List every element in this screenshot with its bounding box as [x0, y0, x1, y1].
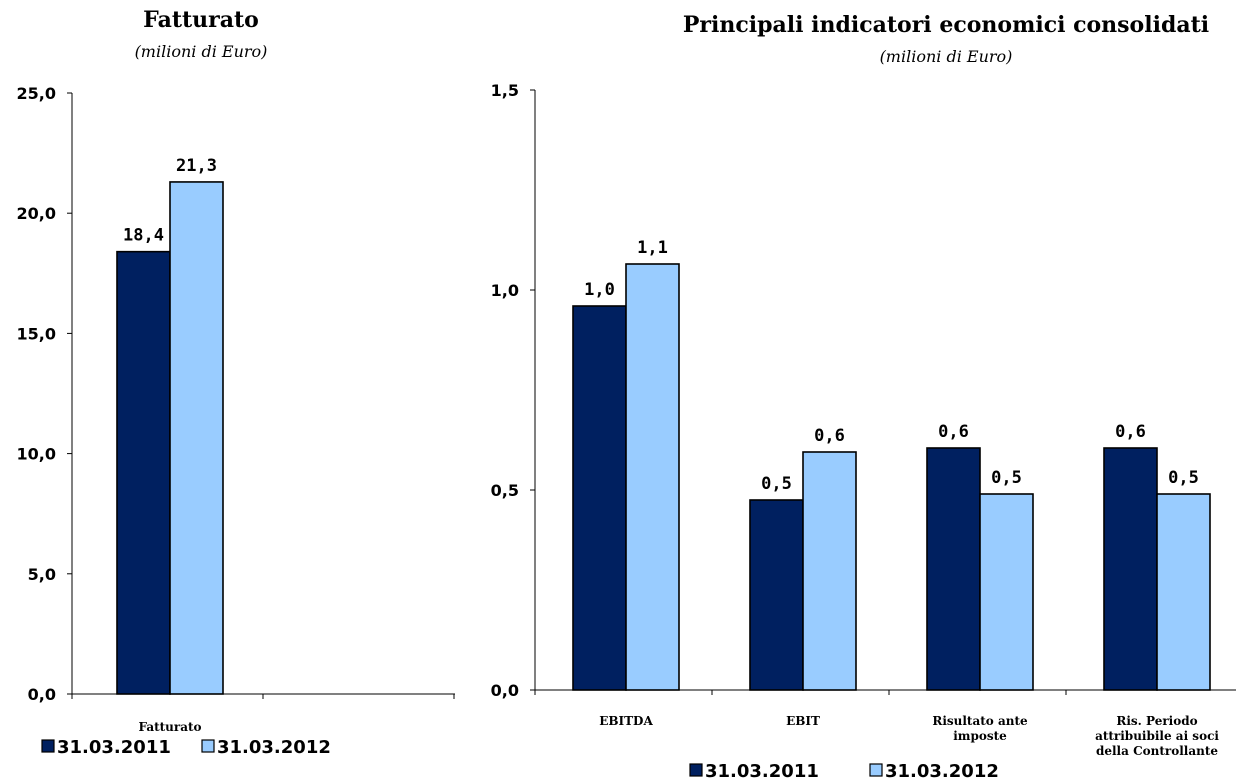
- y-tick-label: 0,5: [491, 481, 519, 500]
- bar-31-03-2011: [1103, 447, 1158, 691]
- legend-swatch: [869, 763, 883, 777]
- x-category-label: imposte: [953, 729, 1007, 743]
- legend: 31.03.2011 31.03.2012: [689, 761, 999, 782]
- y-tick-label: 5,0: [28, 565, 56, 584]
- data-label: 0,5: [761, 474, 792, 494]
- data-label: 0,6: [814, 426, 845, 446]
- y-tick-label: 25,0: [17, 84, 56, 103]
- chart-subtitle: (milioni di Euro): [135, 42, 268, 61]
- data-label: 18,4: [123, 226, 164, 246]
- y-tick-label: 15,0: [17, 324, 56, 343]
- data-label: 0,6: [938, 422, 969, 442]
- y-tick-label: 1,0: [491, 281, 519, 300]
- x-category-label: Fatturato: [138, 720, 201, 734]
- data-label: 1,0: [584, 280, 615, 300]
- bar-31-03-2012: [802, 451, 857, 691]
- data-label: 0,6: [1115, 422, 1146, 442]
- x-category-label: della Controllante: [1096, 744, 1218, 758]
- legend-swatch: [201, 739, 215, 753]
- legend-label: 31.03.2011: [57, 737, 171, 758]
- data-label: 0,5: [1168, 468, 1199, 488]
- y-tick-label: 1,5: [491, 81, 519, 100]
- bar-31-03-2012: [979, 493, 1034, 691]
- data-label: 1,1: [637, 238, 668, 258]
- y-tick-label: 20,0: [17, 204, 56, 223]
- y-tick-label: 10,0: [17, 445, 56, 464]
- y-tick-label: 0,0: [491, 681, 519, 700]
- x-category-label: attribuibile ai soci: [1095, 729, 1219, 743]
- x-category-label: Ris. Periodo: [1116, 714, 1197, 728]
- legend-swatch: [41, 739, 55, 753]
- chart-title: Principali indicatori economici consolid…: [683, 12, 1209, 38]
- y-tick-label: 0,0: [28, 685, 56, 704]
- legend-swatch: [689, 763, 703, 777]
- bar-31-03-2012: [625, 263, 680, 691]
- bar-31-03-2011: [116, 250, 171, 695]
- bar-31-03-2012: [1156, 493, 1211, 691]
- chart-1: Fatturato (milioni di Euro) 0,0 5,0 10,0 15,0…: [17, 7, 455, 758]
- x-category-label: EBITDA: [599, 714, 653, 728]
- legend: 31.03.2011 31.03.2012: [41, 737, 331, 758]
- x-category-label: Risultato ante: [932, 714, 1028, 728]
- chart-title: Fatturato: [143, 7, 259, 33]
- chart-2: Principali indicatori economici consolid…: [491, 12, 1236, 782]
- bar-31-03-2011: [926, 447, 981, 691]
- bar-31-03-2011: [749, 499, 804, 691]
- legend-label: 31.03.2012: [217, 737, 331, 758]
- data-label: 21,3: [176, 156, 217, 176]
- legend-label: 31.03.2012: [885, 761, 999, 782]
- x-category-label: EBIT: [786, 714, 820, 728]
- chart-subtitle: (milioni di Euro): [880, 47, 1013, 66]
- bar-31-03-2012: [169, 181, 224, 695]
- legend-label: 31.03.2011: [705, 761, 819, 782]
- bar-31-03-2011: [572, 305, 627, 691]
- data-label: 0,5: [991, 468, 1022, 488]
